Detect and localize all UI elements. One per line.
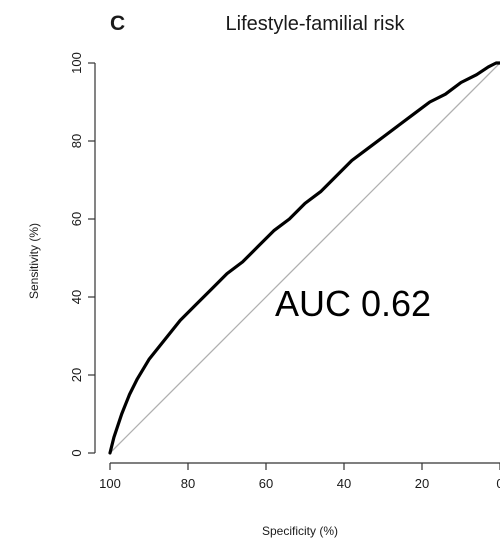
chart-title: Lifestyle-familial risk xyxy=(226,13,406,35)
series-group xyxy=(108,61,500,455)
x-tick-label: 40 xyxy=(337,476,351,491)
y-tick-label: 80 xyxy=(69,134,84,148)
axes xyxy=(94,63,500,464)
y-tick-label: 20 xyxy=(69,368,84,382)
x-tick-label: 0 xyxy=(496,476,500,491)
x-tick-label: 100 xyxy=(99,476,121,491)
auc-annotation: AUC 0.62 xyxy=(275,283,431,324)
y-tick-label: 0 xyxy=(69,449,84,456)
tick-group: 100 80 60 40 20 0 0 20 40 60 80 100 xyxy=(69,52,500,491)
x-axis-label: Specificity (%) xyxy=(262,524,338,538)
reference-diagonal xyxy=(109,62,500,454)
x-tick-label: 20 xyxy=(415,476,429,491)
x-tick-label: 60 xyxy=(259,476,273,491)
y-axis-label: Sensitivity (%) xyxy=(27,223,41,299)
y-tick-label: 40 xyxy=(69,290,84,304)
roc-curve xyxy=(108,61,500,455)
y-tick-label: 100 xyxy=(69,52,84,74)
x-tick-label: 80 xyxy=(181,476,195,491)
panel-label: C xyxy=(110,12,125,35)
y-tick-label: 60 xyxy=(69,212,84,226)
